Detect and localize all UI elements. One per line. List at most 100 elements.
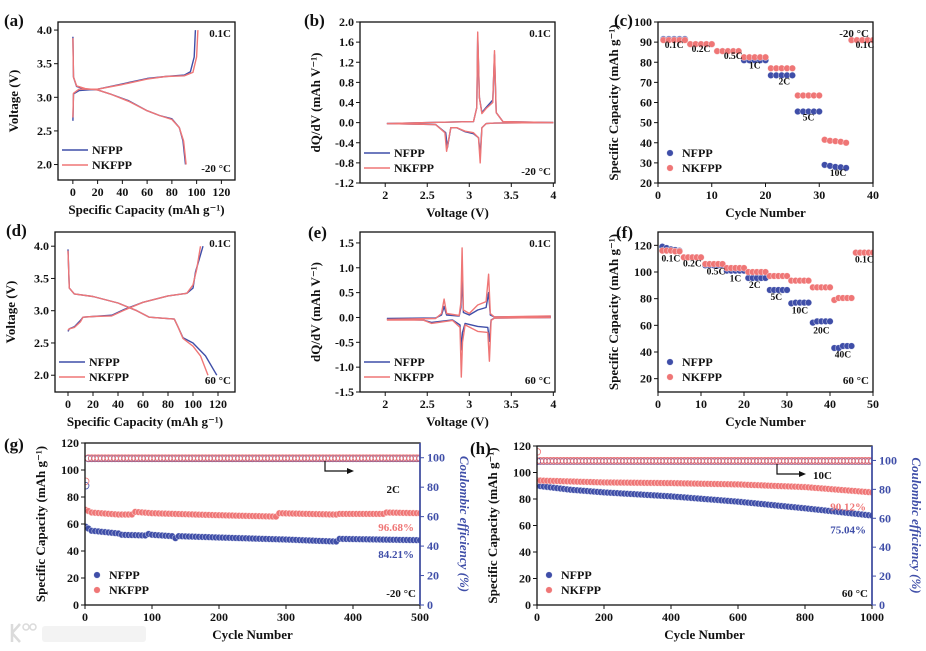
series-nfpp-line xyxy=(386,35,554,125)
retention-label: 75.04% xyxy=(830,525,866,537)
legend-label: NFPP xyxy=(394,146,425,160)
x-tick-label: 0 xyxy=(82,610,88,624)
chart-d: (d) 0 20 40 60 80 100 120 2.0 2.5 3.0 3.5 4.0 Specifi… xyxy=(3,221,236,429)
x-tick-label: 20 xyxy=(760,188,772,202)
series-group xyxy=(537,448,872,520)
series-nfpp-point xyxy=(842,164,850,172)
x-tick-label: 100 xyxy=(184,397,202,411)
x-tick-label: 2.5 xyxy=(420,397,435,411)
y-tick-label: 1.5 xyxy=(339,236,354,250)
x-axis-label: Specific Capacity (mAh g⁻¹) xyxy=(67,414,223,429)
condition-label: -20 °C xyxy=(839,28,869,40)
x-tick-label: 100 xyxy=(188,185,206,199)
plot-frame xyxy=(57,21,236,181)
y-tick-label: 1.6 xyxy=(339,35,354,49)
x-tick-label: 20 xyxy=(87,397,99,411)
x-tick-label: 4 xyxy=(550,397,556,411)
series-group xyxy=(72,30,199,165)
y-tick-label: 0 xyxy=(73,598,79,612)
y-tick-label: 80 xyxy=(519,492,531,506)
x-tick-label: 40 xyxy=(112,397,124,411)
x-tick-label: 4 xyxy=(550,188,556,202)
y2-tick-label: 40 xyxy=(427,539,439,553)
x-tick-label: 0 xyxy=(655,188,661,202)
y-tick-label: 60 xyxy=(640,96,652,110)
legend-label: NFPP xyxy=(92,143,123,157)
x-tick-label: 40 xyxy=(867,188,879,202)
y-tick-label: 0.5 xyxy=(339,286,354,300)
series-nkfpp-line xyxy=(72,38,187,165)
rate-label: 20C xyxy=(813,326,830,336)
y2-tick-label: 20 xyxy=(427,569,439,583)
x-tick-label: 20 xyxy=(92,185,104,199)
retention-label: 90.12% xyxy=(830,501,866,513)
x-tick-label: 500 xyxy=(411,610,429,624)
legend-marker xyxy=(93,586,101,594)
legend-label: NFPP xyxy=(109,568,140,582)
y-axis-label: Specific Capacity (mAh g⁻¹) xyxy=(606,24,621,180)
y-tick-label: 0.4 xyxy=(339,96,354,110)
y2-tick-label: 60 xyxy=(427,510,439,524)
series-nkfpp-point xyxy=(842,139,850,147)
legend-marker xyxy=(93,571,101,579)
series-group xyxy=(386,247,551,378)
y-tick-label: 50 xyxy=(640,116,652,130)
y-tick-label: 60 xyxy=(519,519,531,533)
y-tick-label: -0.5 xyxy=(335,335,354,349)
retention-label: 84.21% xyxy=(378,549,414,561)
series-nkfpp-line xyxy=(386,121,554,164)
legend-marker xyxy=(545,586,553,594)
x-tick-label: 3.5 xyxy=(504,397,519,411)
temperature-label: -20 °C xyxy=(521,166,551,178)
y-tick-label: 3.0 xyxy=(34,304,49,318)
x-tick-label: 0 xyxy=(534,610,540,624)
y-tick-label: 3.5 xyxy=(37,57,52,71)
rate-label: 0.1C xyxy=(665,41,684,51)
y-axis-label: dQ/dV (mAh V⁻¹) xyxy=(308,262,323,362)
x-axis-label: Cycle Number xyxy=(212,627,293,642)
series-nkfpp-point xyxy=(735,47,743,55)
y-axis-label: Specific Capacity (mAh g⁻¹) xyxy=(485,447,500,603)
series-group xyxy=(386,31,554,164)
x-tick-label: 100 xyxy=(143,610,161,624)
rate-label: 5C xyxy=(803,114,815,124)
legend-marker xyxy=(545,571,553,579)
series-nfpp-point xyxy=(783,286,791,294)
y-axis-label: Voltage (V) xyxy=(3,281,18,344)
x-tick-label: 60 xyxy=(137,397,149,411)
legend-label: NKFPP xyxy=(682,370,722,384)
series-nkfpp-line xyxy=(386,31,554,125)
legend-label: NFPP xyxy=(394,355,425,369)
x-tick-label: 50 xyxy=(867,397,879,411)
x-tick-label: 120 xyxy=(209,397,227,411)
x-tick-label: 0 xyxy=(65,397,71,411)
x-axis-label: Voltage (V) xyxy=(426,414,489,429)
series-nfpp-point xyxy=(868,511,872,520)
temperature-label: 60 °C xyxy=(205,375,231,387)
series-group xyxy=(658,243,873,352)
legend-marker xyxy=(666,149,674,157)
condition-label: 0.1C xyxy=(529,238,551,250)
y-tick-label: 20 xyxy=(519,572,531,586)
rate-label: 40C xyxy=(835,350,852,360)
y2-tick-label: 20 xyxy=(879,569,891,583)
series-nkfpp-point xyxy=(826,283,834,291)
y-tick-label: 40 xyxy=(640,345,652,359)
y2-tick-label: 100 xyxy=(427,451,445,465)
x-tick-label: 30 xyxy=(813,188,825,202)
x-tick-label: 80 xyxy=(166,185,178,199)
series-nkfpp-point xyxy=(783,272,791,280)
arrow-right-icon xyxy=(776,464,799,475)
series-nkfpp-point xyxy=(675,247,684,255)
x-tick-label: 600 xyxy=(729,610,747,624)
series-nkfpp-point xyxy=(761,53,770,61)
x-tick-label: 10 xyxy=(706,188,718,202)
rate-label: 5C xyxy=(770,293,782,303)
chart-f: (f) 0 10 20 30 40 50 20 40 60 80 100 120 Cycle Number… xyxy=(606,223,879,429)
y2-tick-label: 80 xyxy=(427,480,439,494)
temperature-label: 60 °C xyxy=(843,375,869,387)
x-tick-label: 200 xyxy=(210,610,228,624)
series-nkfpp-point xyxy=(815,91,823,100)
legend-label: NFPP xyxy=(682,146,713,160)
y-tick-label: 3.0 xyxy=(37,90,52,104)
